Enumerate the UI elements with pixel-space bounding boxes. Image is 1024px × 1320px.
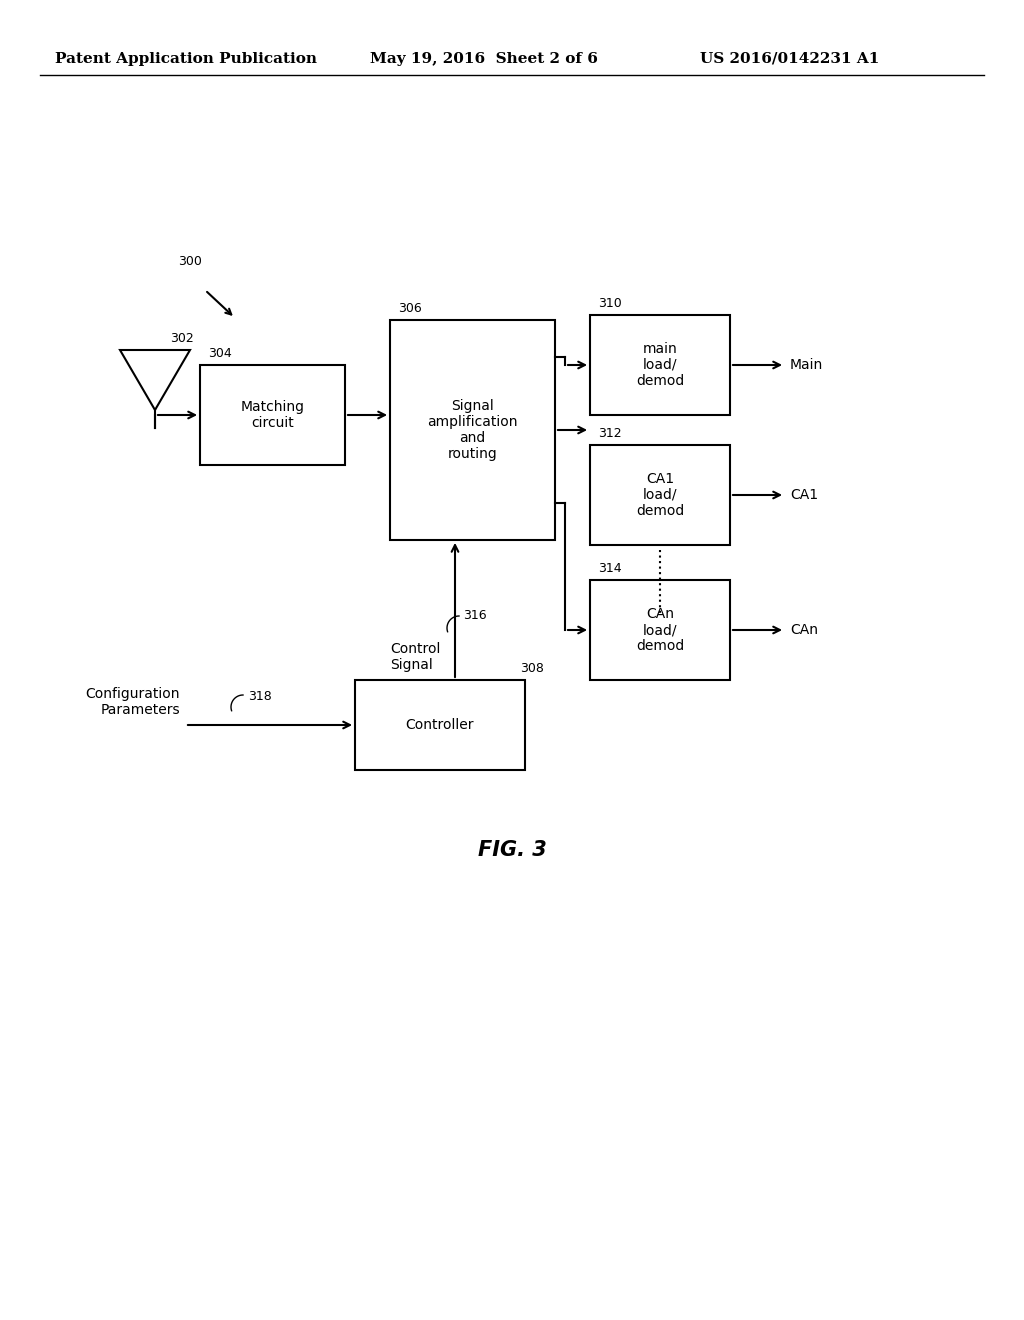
Text: US 2016/0142231 A1: US 2016/0142231 A1 <box>700 51 880 66</box>
Bar <box>355 680 525 770</box>
Text: CAn: CAn <box>790 623 818 638</box>
Text: 312: 312 <box>598 426 622 440</box>
Bar <box>390 319 555 540</box>
Text: 318: 318 <box>248 690 271 704</box>
Text: Signal
amplification
and
routing: Signal amplification and routing <box>427 399 518 461</box>
Text: 300: 300 <box>178 255 202 268</box>
Text: 316: 316 <box>463 609 486 622</box>
Text: Configuration
Parameters: Configuration Parameters <box>85 686 180 717</box>
Text: CAn
load/
demod: CAn load/ demod <box>636 607 684 653</box>
Text: 314: 314 <box>598 562 622 576</box>
Text: 304: 304 <box>208 347 231 360</box>
Bar <box>590 579 730 680</box>
Text: 306: 306 <box>398 302 422 315</box>
Text: 308: 308 <box>520 663 544 675</box>
Text: Matching
circuit: Matching circuit <box>241 400 304 430</box>
Text: CA1: CA1 <box>790 488 818 502</box>
Bar <box>590 445 730 545</box>
Bar <box>200 366 345 465</box>
Text: May 19, 2016  Sheet 2 of 6: May 19, 2016 Sheet 2 of 6 <box>370 51 598 66</box>
Text: Control
Signal: Control Signal <box>390 642 440 672</box>
Text: 310: 310 <box>598 297 622 310</box>
Text: Controller: Controller <box>406 718 474 733</box>
Text: Main: Main <box>790 358 823 372</box>
Text: 302: 302 <box>170 333 194 345</box>
Bar <box>590 315 730 414</box>
Text: FIG. 3: FIG. 3 <box>477 840 547 861</box>
Text: CA1
load/
demod: CA1 load/ demod <box>636 471 684 519</box>
Text: Patent Application Publication: Patent Application Publication <box>55 51 317 66</box>
Text: main
load/
demod: main load/ demod <box>636 342 684 388</box>
